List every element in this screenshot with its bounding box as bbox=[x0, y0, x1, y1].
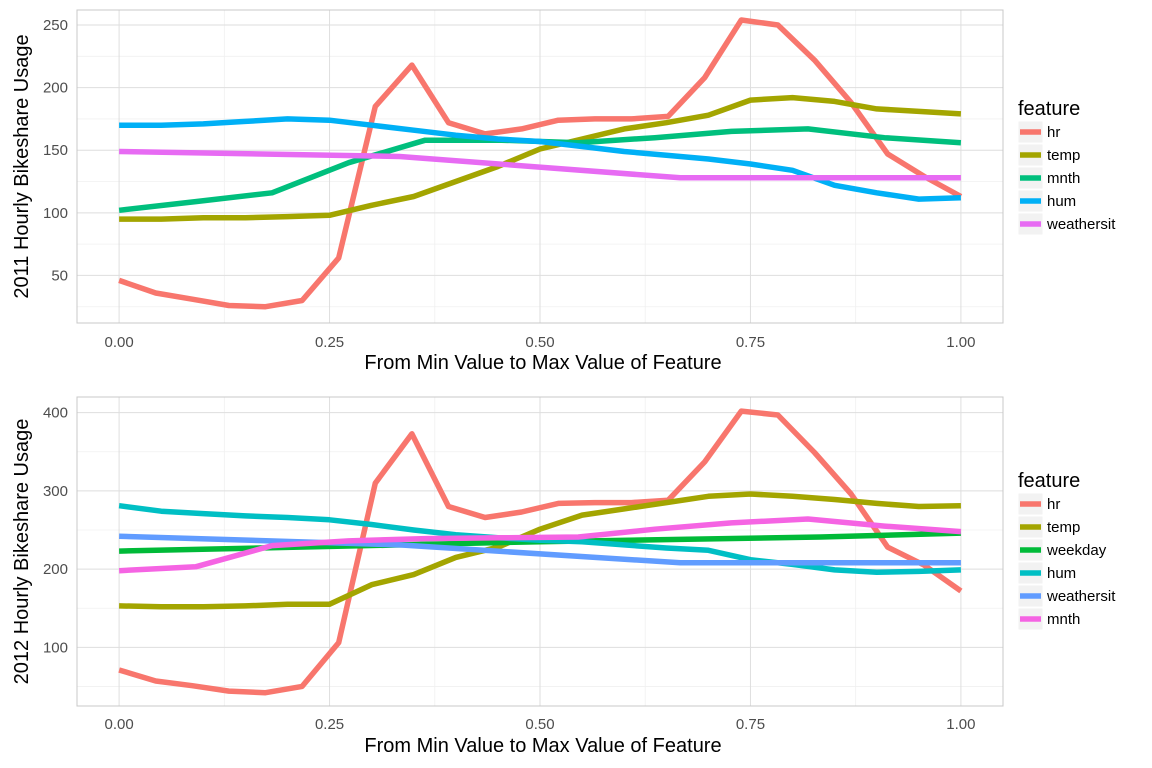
legend-label-hr: hr bbox=[1047, 496, 1060, 513]
y-tick-label: 250 bbox=[43, 17, 68, 34]
legend-item-hum: hum bbox=[1017, 189, 1076, 213]
legend-label-weekday: weekday bbox=[1046, 542, 1107, 559]
x-tick-label: 0.25 bbox=[315, 716, 344, 733]
x-tick-label: 0.50 bbox=[525, 334, 554, 351]
x-tick-label: 0.50 bbox=[525, 716, 554, 733]
legend-item-mnth: mnth bbox=[1017, 166, 1080, 190]
y-tick-label: 50 bbox=[51, 267, 68, 284]
series-line-weathersit bbox=[119, 533, 961, 566]
chart-panel-1: 0.00 0.25 0.50 0.75 1.00 50 100 150 200 250 From M… bbox=[11, 9, 1116, 374]
x-tick-label: 0.75 bbox=[736, 334, 765, 351]
x-tick-label: 1.00 bbox=[946, 334, 975, 351]
x-tick-label: 1.00 bbox=[946, 716, 975, 733]
legend-item-weathersit: weathersit bbox=[1017, 212, 1116, 236]
x-tick-label: 0.00 bbox=[104, 334, 133, 351]
series-line-weathersit bbox=[119, 148, 961, 181]
y-axis-title: 2011 Hourly Bikeshare Usage bbox=[11, 34, 33, 298]
series-line-hum bbox=[118, 502, 961, 575]
panel-border bbox=[76, 396, 1004, 707]
legend-item-hum: hum bbox=[1017, 561, 1076, 585]
series-line-temp bbox=[119, 94, 962, 222]
legend: feature hr temp mnth hum weathersit bbox=[1017, 98, 1116, 236]
chart-panel-2: 0.00 0.25 0.50 0.75 1.00 100 200 300 400 From Min… bbox=[11, 396, 1116, 757]
legend-title: feature bbox=[1018, 470, 1080, 492]
legend-label-temp: temp bbox=[1047, 147, 1080, 164]
legend-label-hum: hum bbox=[1047, 193, 1076, 210]
series-line-mnth bbox=[118, 516, 962, 574]
y-tick-label: 100 bbox=[43, 639, 68, 656]
legend-item-temp: temp bbox=[1017, 515, 1080, 539]
legend-item-temp: temp bbox=[1017, 143, 1080, 167]
x-axis-title: From Min Value to Max Value of Feature bbox=[364, 352, 721, 374]
legend-item-hr: hr bbox=[1017, 492, 1060, 516]
y-tick-label: 400 bbox=[43, 405, 68, 422]
legend-item-weathersit: weathersit bbox=[1017, 584, 1116, 608]
legend-label-hr: hr bbox=[1047, 124, 1060, 141]
y-tick-label: 300 bbox=[43, 483, 68, 500]
legend-label-hum: hum bbox=[1047, 565, 1076, 582]
x-axis-title: From Min Value to Max Value of Feature bbox=[364, 735, 721, 757]
legend-label-mnth: mnth bbox=[1047, 611, 1080, 628]
y-tick-label: 150 bbox=[43, 142, 68, 159]
legend-label-mnth: mnth bbox=[1047, 170, 1080, 187]
series-line-hr bbox=[118, 17, 963, 310]
legend-label-weathersit: weathersit bbox=[1046, 216, 1116, 233]
legend-item-weekday: weekday bbox=[1017, 538, 1107, 562]
y-axis-title: 2012 Hourly Bikeshare Usage bbox=[11, 419, 33, 685]
series-line-temp bbox=[119, 491, 961, 610]
legend: feature hr temp weekday hum weathersit mnth bbox=[1017, 470, 1116, 631]
y-tick-label: 200 bbox=[43, 561, 68, 578]
x-tick-label: 0.75 bbox=[736, 716, 765, 733]
panel-border bbox=[76, 9, 1004, 324]
legend-item-hr: hr bbox=[1017, 120, 1060, 144]
x-tick-label: 0.25 bbox=[315, 334, 344, 351]
y-tick-label: 100 bbox=[43, 205, 68, 222]
series-line-hr bbox=[118, 408, 963, 696]
legend-label-weathersit: weathersit bbox=[1046, 588, 1116, 605]
legend-title: feature bbox=[1018, 98, 1080, 120]
legend-label-temp: temp bbox=[1047, 519, 1080, 536]
y-tick-label: 200 bbox=[43, 80, 68, 97]
x-tick-label: 0.00 bbox=[104, 716, 133, 733]
legend-item-mnth: mnth bbox=[1017, 607, 1080, 631]
